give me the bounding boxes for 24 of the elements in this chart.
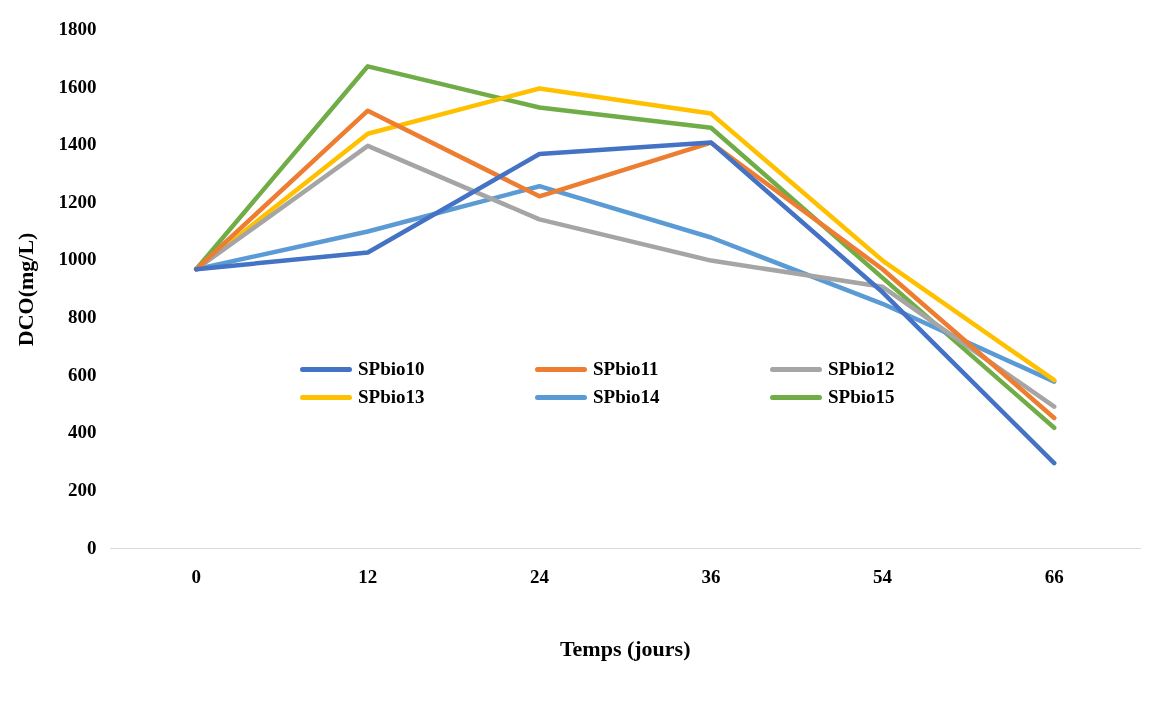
x-tick-label: 36 <box>701 566 721 588</box>
y-tick-label: 1800 <box>58 17 97 39</box>
legend-label: SPbio14 <box>593 386 660 408</box>
y-tick-label: 1600 <box>58 75 97 97</box>
y-tick-label: 1200 <box>58 190 97 212</box>
x-tick-label: 12 <box>358 566 378 588</box>
y-tick-label: 0 <box>86 536 97 558</box>
y-tick-label: 200 <box>67 479 97 501</box>
x-tick-label: 54 <box>873 566 893 588</box>
y-tick-label: 1000 <box>58 248 97 270</box>
x-tick-label: 66 <box>1044 566 1064 588</box>
x-tick-label: 0 <box>191 566 201 588</box>
y-tick-label: 1400 <box>58 133 97 155</box>
y-tick-label: 400 <box>67 421 97 443</box>
x-axis-title: Temps (jours) <box>559 636 691 662</box>
x-tick-label: 24 <box>529 566 550 588</box>
y-tick-label: 800 <box>67 306 97 328</box>
y-axis-title: DCO(mg/L) <box>12 232 38 347</box>
legend-label: SPbio11 <box>593 358 659 380</box>
legend-label: SPbio12 <box>828 358 895 380</box>
y-tick-label: 600 <box>67 363 97 385</box>
legend-label: SPbio13 <box>358 386 425 408</box>
legend-label: SPbio15 <box>828 386 895 408</box>
legend-label: SPbio10 <box>358 358 425 380</box>
